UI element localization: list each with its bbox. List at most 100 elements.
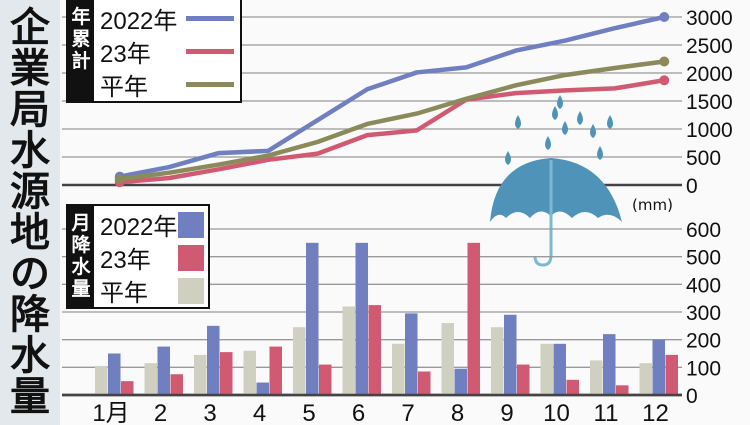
y-tick-label: 2500 <box>686 35 733 58</box>
x-tick-label: 4 <box>253 400 266 425</box>
line-series-y2023 <box>119 78 665 185</box>
y-tick-label: 0 <box>686 385 698 408</box>
bar-y2022 <box>157 346 170 395</box>
x-tick-label: 2 <box>154 400 167 425</box>
data-point <box>114 174 125 185</box>
legend-swatch <box>178 277 204 304</box>
raindrop <box>597 146 603 160</box>
legend-cumulative-label: 年累計 <box>68 0 94 101</box>
raindrop <box>545 136 551 150</box>
raindrop <box>577 111 583 125</box>
bar-y2023 <box>121 381 134 395</box>
legend-swatch <box>186 82 234 87</box>
y-tick-label: 200 <box>686 330 721 353</box>
legend-item-normal: 平年 <box>100 274 204 307</box>
bar-y2023 <box>566 379 579 395</box>
legend-swatch <box>178 211 204 238</box>
bar-y2022 <box>553 343 566 395</box>
bar-y2022 <box>504 314 517 395</box>
umbrella-with-raindrops-icon <box>490 95 622 267</box>
y-tick-label: 500 <box>686 147 721 170</box>
bar-y2023 <box>170 374 183 395</box>
y-tick-label: 1500 <box>686 91 733 114</box>
bar-normal_bar <box>491 327 504 395</box>
x-tick-label: 10 <box>543 400 570 425</box>
legend-text: 23年 <box>100 41 151 68</box>
bar-y2023 <box>368 305 381 395</box>
y-tick-label: 600 <box>686 219 721 242</box>
data-point <box>659 75 670 86</box>
bar-y2023 <box>517 364 530 395</box>
umbrella-canopy <box>490 158 622 222</box>
x-tick-label: 6 <box>352 400 365 425</box>
x-tick-label: 5 <box>302 400 315 425</box>
x-tick-label: 11 <box>594 400 619 425</box>
bar-y2023 <box>220 352 233 395</box>
data-point <box>659 56 670 67</box>
legend-swatch <box>178 244 204 271</box>
bar-y2023 <box>269 346 282 395</box>
x-tick-label: 7 <box>401 400 414 425</box>
title-strip <box>0 0 60 425</box>
bar-y2022 <box>306 242 319 395</box>
raindrop <box>557 95 563 109</box>
bar-y2022 <box>454 368 467 395</box>
raindrop <box>607 115 613 129</box>
legend-item-2023: 23年 <box>100 35 234 68</box>
legend-text: 平年 <box>100 74 148 101</box>
bar-y2023 <box>616 385 629 395</box>
x-tick-label: 12 <box>642 400 669 425</box>
y-tick-label: 300 <box>686 302 721 325</box>
bar-y2022 <box>405 313 418 395</box>
legend-item-2022: 2022年 <box>100 208 204 241</box>
legend-monthly-label: 月降水量 <box>68 206 94 307</box>
y-tick-label: 0 <box>686 175 698 198</box>
legend-text: 2022年 <box>100 214 178 241</box>
bar-y2022 <box>256 382 269 395</box>
x-tick-label: 1月 <box>92 400 129 425</box>
raindrop <box>505 151 511 165</box>
raindrop <box>590 124 596 138</box>
y-tick-label: 100 <box>686 357 721 380</box>
raindrop <box>562 121 568 135</box>
bar-normal_bar <box>144 363 157 395</box>
bar-y2022 <box>603 334 616 395</box>
legend-text: 2022年 <box>100 8 178 35</box>
x-tick-label: 9 <box>500 400 513 425</box>
data-point <box>659 12 670 22</box>
y-tick-label: 1000 <box>686 119 733 142</box>
bar-normal_bar <box>540 343 553 395</box>
bar-y2022 <box>108 353 121 395</box>
bar-normal_bar <box>639 363 652 395</box>
legend-swatch <box>186 49 234 54</box>
bar-normal_bar <box>392 343 405 395</box>
raindrop <box>552 106 558 120</box>
x-tick-label: 3 <box>203 400 216 425</box>
legend-monthly: 月降水量 2022年 23年 平年 <box>66 204 210 309</box>
bar-normal_bar <box>194 354 207 395</box>
y-tick-label: 500 <box>686 247 721 270</box>
legend-cumulative: 年累計 2022年 23年 平年 <box>66 0 242 103</box>
bar-normal_bar <box>293 327 306 395</box>
bar-y2023 <box>665 354 678 395</box>
bar-normal_bar <box>95 365 108 395</box>
bar-y2022 <box>207 325 220 395</box>
legend-item-normal: 平年 <box>100 68 234 101</box>
line-series-normal <box>119 59 665 182</box>
umbrella-handle <box>533 160 553 267</box>
raindrop <box>515 115 521 129</box>
legend-text: 平年 <box>100 280 148 307</box>
legend-text: 23年 <box>100 247 151 274</box>
y-tick-label: 3000 <box>686 7 733 30</box>
legend-swatch <box>186 16 234 21</box>
y-tick-label: 400 <box>686 274 721 297</box>
unit-label: (mm) <box>632 196 673 214</box>
y-tick-label: 2000 <box>686 63 733 86</box>
chart-title: 企業局水源地の降水量 <box>10 5 50 420</box>
line-series-y2022 <box>119 14 665 179</box>
x-tick-label: 8 <box>451 400 464 425</box>
bar-normal_bar <box>243 350 256 395</box>
legend-item-2022: 2022年 <box>100 2 234 35</box>
bar-y2022 <box>355 242 368 395</box>
